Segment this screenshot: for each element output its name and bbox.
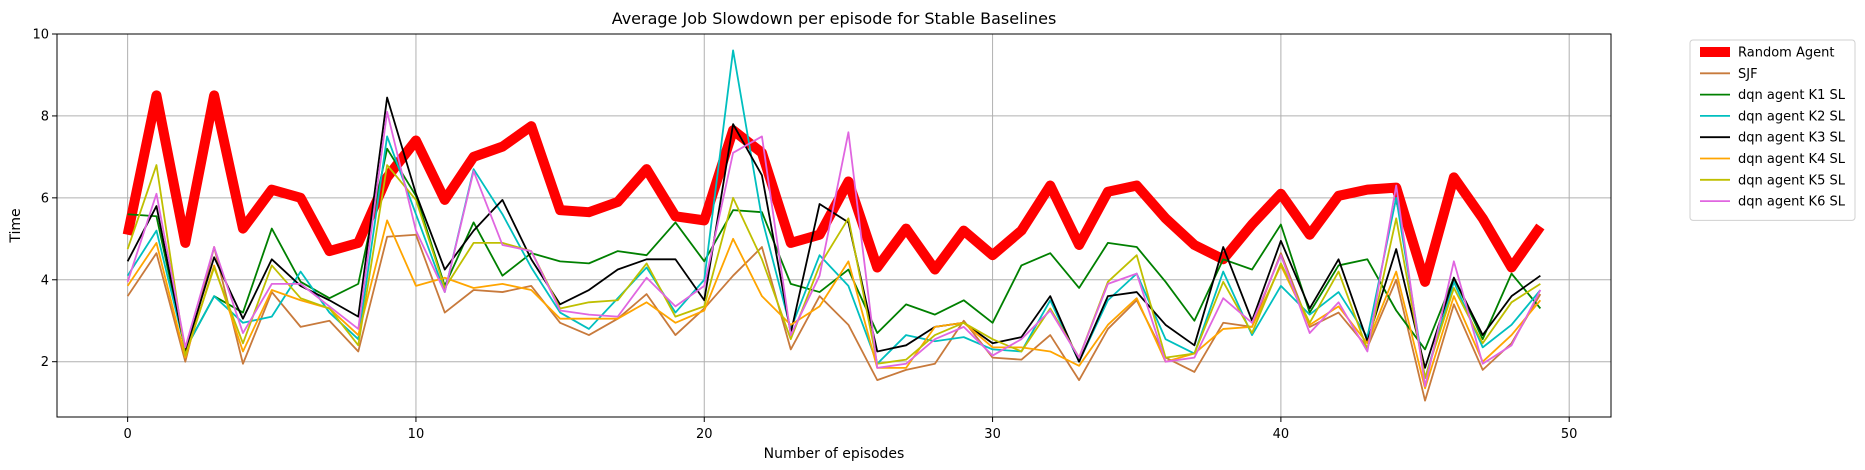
x-tick-label: 10	[408, 427, 425, 442]
legend: Random Agent SJF dqn agent K1 SL dqn agent …	[1689, 39, 1856, 221]
series-line-4	[126, 96, 1541, 369]
legend-entry: Random Agent	[1738, 46, 1834, 61]
series-line-0	[122, 90, 1545, 287]
legend-entry: dqn agent K3 SL	[1738, 131, 1846, 146]
series-lines	[122, 49, 1545, 402]
plot-frame	[56, 33, 1612, 418]
y-tick-label: 10	[32, 28, 49, 43]
legend-entry: dqn agent K1 SL	[1738, 88, 1846, 103]
legend-entry: dqn agent K6 SL	[1738, 195, 1846, 210]
legend-box	[1689, 39, 1856, 221]
series-line-7	[126, 110, 1542, 388]
series-line-6	[126, 164, 1541, 379]
x-tick-label: 20	[696, 427, 713, 442]
y-tick-label: 6	[41, 191, 49, 206]
y-axis-ticks: 2 4 6 8 10	[32, 28, 57, 370]
x-axis-label: Number of episodes	[764, 446, 905, 462]
x-tick-label: 50	[1561, 427, 1578, 442]
y-tick-label: 2	[41, 355, 49, 370]
x-axis-ticks: 0 10 20 30 40 50	[123, 417, 1577, 442]
legend-entry: dqn agent K2 SL	[1738, 109, 1846, 124]
legend-entry: SJF	[1738, 67, 1758, 82]
x-tick-label: 40	[1273, 427, 1290, 442]
y-tick-label: 8	[41, 109, 49, 124]
series-line-3	[126, 49, 1542, 379]
x-tick-label: 30	[984, 427, 1001, 442]
legend-entry: dqn agent K4 SL	[1738, 152, 1846, 167]
x-tick-label: 0	[123, 427, 131, 442]
chart-title: Average Job Slowdown per episode for Sta…	[612, 9, 1057, 28]
y-axis-label: Time	[8, 208, 24, 243]
grid	[57, 33, 1611, 417]
y-tick-label: 4	[41, 273, 49, 288]
legend-entry: dqn agent K5 SL	[1738, 173, 1846, 188]
